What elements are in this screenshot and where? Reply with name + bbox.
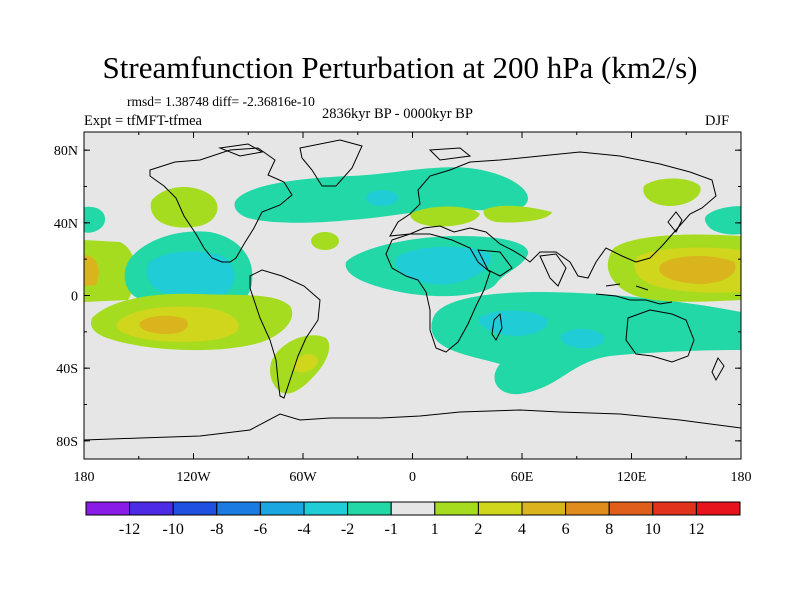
contour-region-west-pacific-edge <box>84 240 136 302</box>
contour-region-north-atlantic-core <box>366 190 398 206</box>
lat-label-4: 80S <box>56 435 78 450</box>
colorbar-label-0: -12 <box>119 521 140 538</box>
contour-region-north-pacific-top <box>643 178 701 206</box>
colorbar-swatch-6 <box>347 501 392 516</box>
colorbar-label-13: 12 <box>688 521 704 538</box>
colorbar-label-6: -1 <box>385 521 398 538</box>
colorbar-swatch-14 <box>695 501 741 516</box>
contour-region-indian-ocean-core <box>478 310 548 336</box>
colorbar-swatch-9 <box>477 501 523 516</box>
lon-label-6: 180 <box>731 470 752 485</box>
period-label: 2836kyr BP - 0000kyr BP <box>322 106 473 122</box>
colorbar-label-9: 4 <box>518 521 526 538</box>
colorbar-label-8: 2 <box>474 521 482 538</box>
lon-label-1: 120W <box>176 470 211 485</box>
coastlines <box>84 139 741 441</box>
contour-region-north-africa-core <box>395 246 492 285</box>
lat-label-0: 80N <box>54 144 78 159</box>
coastline-arabia <box>477 249 513 277</box>
colorbar-label-2: -8 <box>210 521 223 538</box>
lon-label-0: 180 <box>74 470 95 485</box>
colorbar-label-12: 10 <box>645 521 661 538</box>
colorbar-swatch-2 <box>172 501 218 516</box>
lon-label-3: 0 <box>409 470 416 485</box>
colorbar-swatch-8 <box>434 501 479 516</box>
lat-label-3: 40S <box>56 362 78 377</box>
coastline-madagascar <box>491 312 503 341</box>
coastline-eurasia <box>389 151 717 279</box>
contour-region-north-pacific-left <box>84 206 106 233</box>
coastline-australia <box>625 309 695 363</box>
contour-fill-layer <box>84 167 741 395</box>
contour-region-tropical-pacific-inner <box>146 251 235 299</box>
colorbar-swatch-1 <box>129 501 174 516</box>
colorbar-label-11: 8 <box>605 521 613 538</box>
lat-label-2: 0 <box>71 290 78 305</box>
colorbar-label-4: -4 <box>297 521 310 538</box>
colorbar-swatch-7 <box>390 501 436 516</box>
contour-region-south-pacific-core <box>139 315 188 334</box>
lon-label-5: 120E <box>617 470 647 485</box>
coastline-india <box>539 253 567 287</box>
season-label: DJF <box>705 113 730 129</box>
contour-region-mid-atlantic <box>311 232 339 250</box>
coastline-south-america <box>249 269 321 399</box>
colorbar-swatch-5 <box>303 501 349 516</box>
coastline-arctic-islands <box>218 143 472 161</box>
colorbar-swatch-3 <box>216 501 261 516</box>
contour-region-north-pacific-right <box>704 206 741 235</box>
coastline-greenland <box>299 139 363 187</box>
longitude-axis: 180 120W 60W 0 60E 120E 180 <box>74 132 752 485</box>
colorbar-swatch-12 <box>608 501 654 516</box>
contour-region-west-pacific-edge-inner <box>84 255 99 286</box>
contour-region-central-asia <box>483 205 552 223</box>
colorbar-swatch-10 <box>521 501 567 516</box>
colorbar-swatch-4 <box>259 501 305 516</box>
lon-label-4: 60E <box>511 470 534 485</box>
contour-region-mediterranean <box>410 206 480 227</box>
coastline-antarctica <box>84 409 741 441</box>
colorbar: -12 -10 -8 -6 -4 -2 -1 1 2 4 6 8 10 12 <box>85 501 741 538</box>
colorbar-label-3: -6 <box>254 521 267 538</box>
colorbar-label-1: -10 <box>163 521 184 538</box>
lon-label-2: 60W <box>289 470 317 485</box>
contour-region-south-america-core <box>293 354 318 373</box>
experiment-label: Expt = tfMFT-tfmea <box>84 113 202 129</box>
stats-text: rmsd= 1.38748 diff= -2.36816e-10 <box>127 94 315 109</box>
coastline-indonesia <box>595 283 673 305</box>
coastline-japan <box>667 211 683 233</box>
contour-region-west-pacific-core <box>659 256 736 284</box>
colorbar-swatch-0 <box>85 501 131 516</box>
colorbar-label-7: 1 <box>431 521 439 538</box>
coastline-new-zealand <box>711 357 725 382</box>
contour-region-canada <box>150 187 218 228</box>
coastline-africa <box>385 233 491 353</box>
colorbar-label-5: -2 <box>341 521 354 538</box>
map-title: Streamfunction Perturbation at 200 hPa (… <box>102 50 698 85</box>
colorbar-swatch-13 <box>652 501 697 516</box>
latitude-axis: 80N 40N 0 40S 80S <box>54 144 741 450</box>
coastline-north-america <box>149 147 293 263</box>
contour-region-indian-ocean-core-east <box>560 328 605 349</box>
colorbar-swatch-11 <box>565 501 610 516</box>
lat-label-1: 40N <box>54 217 78 232</box>
colorbar-label-10: 6 <box>562 521 570 538</box>
